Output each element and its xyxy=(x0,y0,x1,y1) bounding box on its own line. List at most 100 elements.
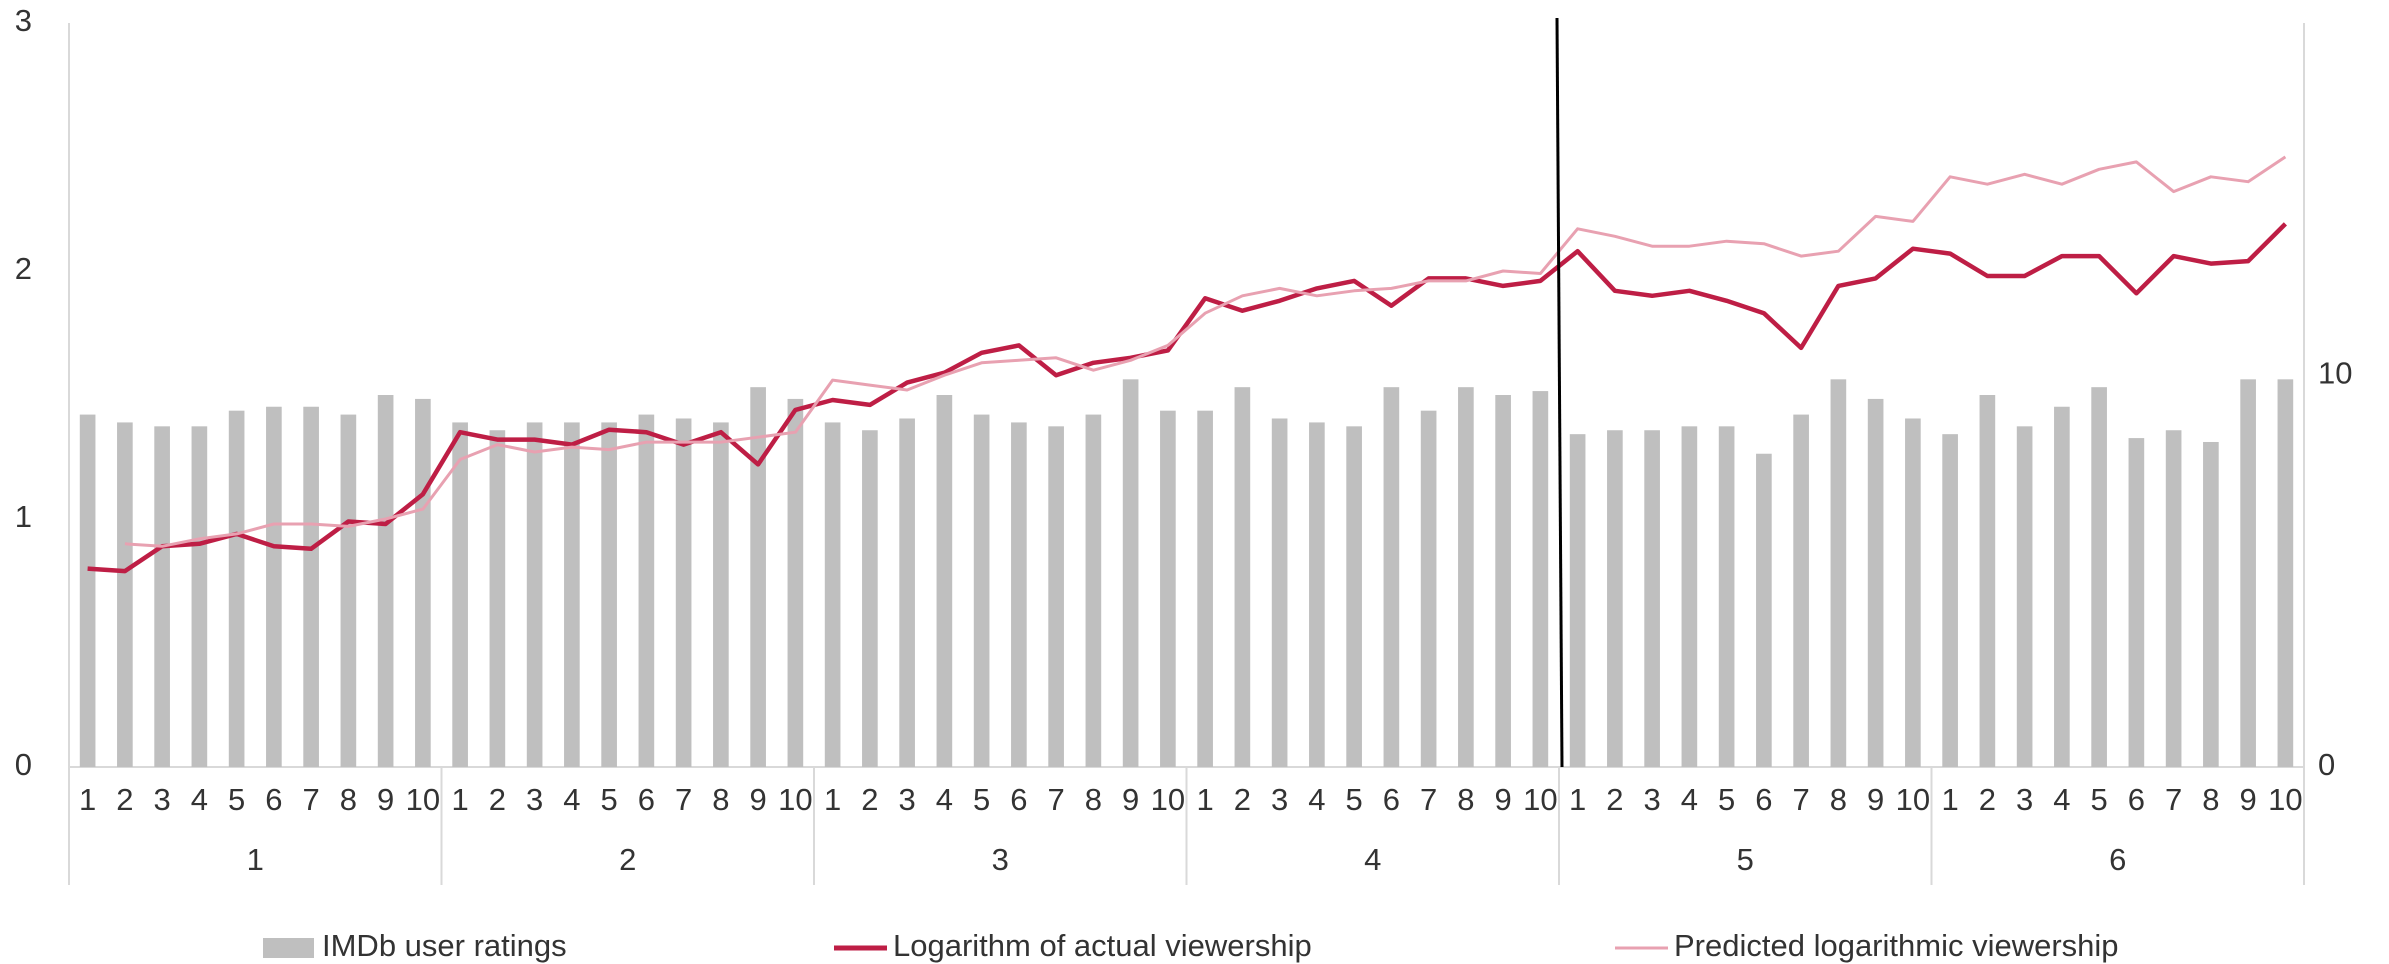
bar xyxy=(191,426,208,767)
bar xyxy=(675,418,692,767)
bar xyxy=(2128,438,2145,767)
x-tick-label: 9 xyxy=(1122,782,1139,817)
x-tick-label: 7 xyxy=(675,782,692,817)
legend-label: IMDb user ratings xyxy=(322,928,567,963)
x-tick-label: 10 xyxy=(778,782,812,817)
x-tick-label: 1 xyxy=(824,782,841,817)
bar xyxy=(2016,426,2033,767)
x-tick-label: 9 xyxy=(1495,782,1512,817)
x-tick-label: 2 xyxy=(116,782,133,817)
bar xyxy=(1830,379,1847,767)
bar xyxy=(117,422,133,767)
y-tick-label: 3 xyxy=(15,3,32,38)
x-tick-label: 10 xyxy=(2268,782,2302,817)
x-tick-label: 5 xyxy=(973,782,990,817)
bar xyxy=(2091,387,2107,767)
bar xyxy=(340,414,357,767)
x-tick-label: 4 xyxy=(563,782,580,817)
x-tick-label: 2 xyxy=(1606,782,1623,817)
x-tick-label: 2 xyxy=(1234,782,1251,817)
bar xyxy=(1458,387,1474,767)
bar xyxy=(1644,430,1660,767)
bar xyxy=(638,414,655,767)
y-tick-label: 1 xyxy=(15,499,32,534)
x-tick-label: 1 xyxy=(1197,782,1214,817)
bar xyxy=(266,406,282,767)
x-tick-label: 5 xyxy=(2091,782,2108,817)
group-label: 4 xyxy=(1364,842,1381,877)
bar xyxy=(1420,410,1437,767)
bar xyxy=(303,406,319,767)
x-tick-label: 2 xyxy=(1979,782,1996,817)
x-tick-label: 6 xyxy=(1755,782,1772,817)
x-tick-label: 7 xyxy=(2165,782,2182,817)
bar xyxy=(1383,387,1400,767)
divider xyxy=(1555,17,1564,768)
x-tick-label: 8 xyxy=(1457,782,1474,817)
x-tick-label: 4 xyxy=(936,782,953,817)
x-tick-label: 1 xyxy=(79,782,96,817)
x-tick-label: 5 xyxy=(1346,782,1363,817)
x-tick-label: 3 xyxy=(154,782,171,817)
x-tick-label: 3 xyxy=(2016,782,2033,817)
bar xyxy=(2054,406,2070,767)
x-tick-label: 10 xyxy=(1523,782,1557,817)
bar xyxy=(1346,426,1362,767)
x-tick-label: 9 xyxy=(377,782,394,817)
bar xyxy=(1532,391,1549,767)
x-tick-label: 3 xyxy=(526,782,543,817)
bar xyxy=(1942,434,1958,767)
bar xyxy=(787,398,804,767)
x-tick-label: 4 xyxy=(191,782,208,817)
line xyxy=(87,222,2287,574)
bar xyxy=(824,422,841,767)
y2-tick-label: 0 xyxy=(2318,747,2335,782)
x-tick-label: 8 xyxy=(1085,782,1102,817)
x-tick-label: 5 xyxy=(228,782,245,817)
bar xyxy=(1495,395,1511,767)
x-tick-label: 9 xyxy=(1867,782,1884,817)
x-tick-label: 4 xyxy=(1308,782,1325,817)
x-tick-label: 7 xyxy=(303,782,320,817)
x-tick-label: 3 xyxy=(1271,782,1288,817)
group-label: 3 xyxy=(992,842,1009,877)
bar xyxy=(564,422,580,767)
x-tick-label: 8 xyxy=(712,782,729,817)
bar xyxy=(1756,453,1772,767)
x-tick-label: 7 xyxy=(1048,782,1065,817)
bar xyxy=(1085,414,1102,767)
x-tick-label: 5 xyxy=(1718,782,1735,817)
bar xyxy=(526,422,543,767)
x-tick-label: 9 xyxy=(2240,782,2257,817)
bar xyxy=(1793,414,1809,767)
x-tick-label: 7 xyxy=(1793,782,1810,817)
bar xyxy=(1122,379,1139,767)
bar xyxy=(713,422,729,767)
x-tick-label: 6 xyxy=(1010,782,1027,817)
bar xyxy=(1160,410,1176,767)
bar xyxy=(601,422,617,767)
bar xyxy=(1569,434,1586,767)
x-tick-label: 6 xyxy=(1383,782,1400,817)
x-tick-label: 2 xyxy=(861,782,878,817)
bar xyxy=(1607,430,1623,767)
legend-label: Predicted logarithmic viewership xyxy=(1674,928,2119,963)
x-tick-label: 3 xyxy=(899,782,916,817)
bar xyxy=(2277,379,2294,767)
x-tick-label: 9 xyxy=(750,782,767,817)
y-tick-label: 2 xyxy=(15,251,32,286)
legend-label: Logarithm of actual viewership xyxy=(893,928,1312,963)
bar xyxy=(1309,422,1325,767)
bar xyxy=(936,395,953,767)
x-tick-label: 4 xyxy=(1681,782,1698,817)
bar xyxy=(1867,398,1884,767)
bar xyxy=(452,422,468,767)
bar xyxy=(228,410,245,767)
bar xyxy=(2165,430,2182,767)
legend-swatch xyxy=(263,938,314,958)
group-label: 1 xyxy=(247,842,264,877)
x-tick-label: 10 xyxy=(1151,782,1185,817)
bar xyxy=(1197,410,1213,767)
x-tick-label: 6 xyxy=(265,782,282,817)
bar xyxy=(1234,387,1251,767)
